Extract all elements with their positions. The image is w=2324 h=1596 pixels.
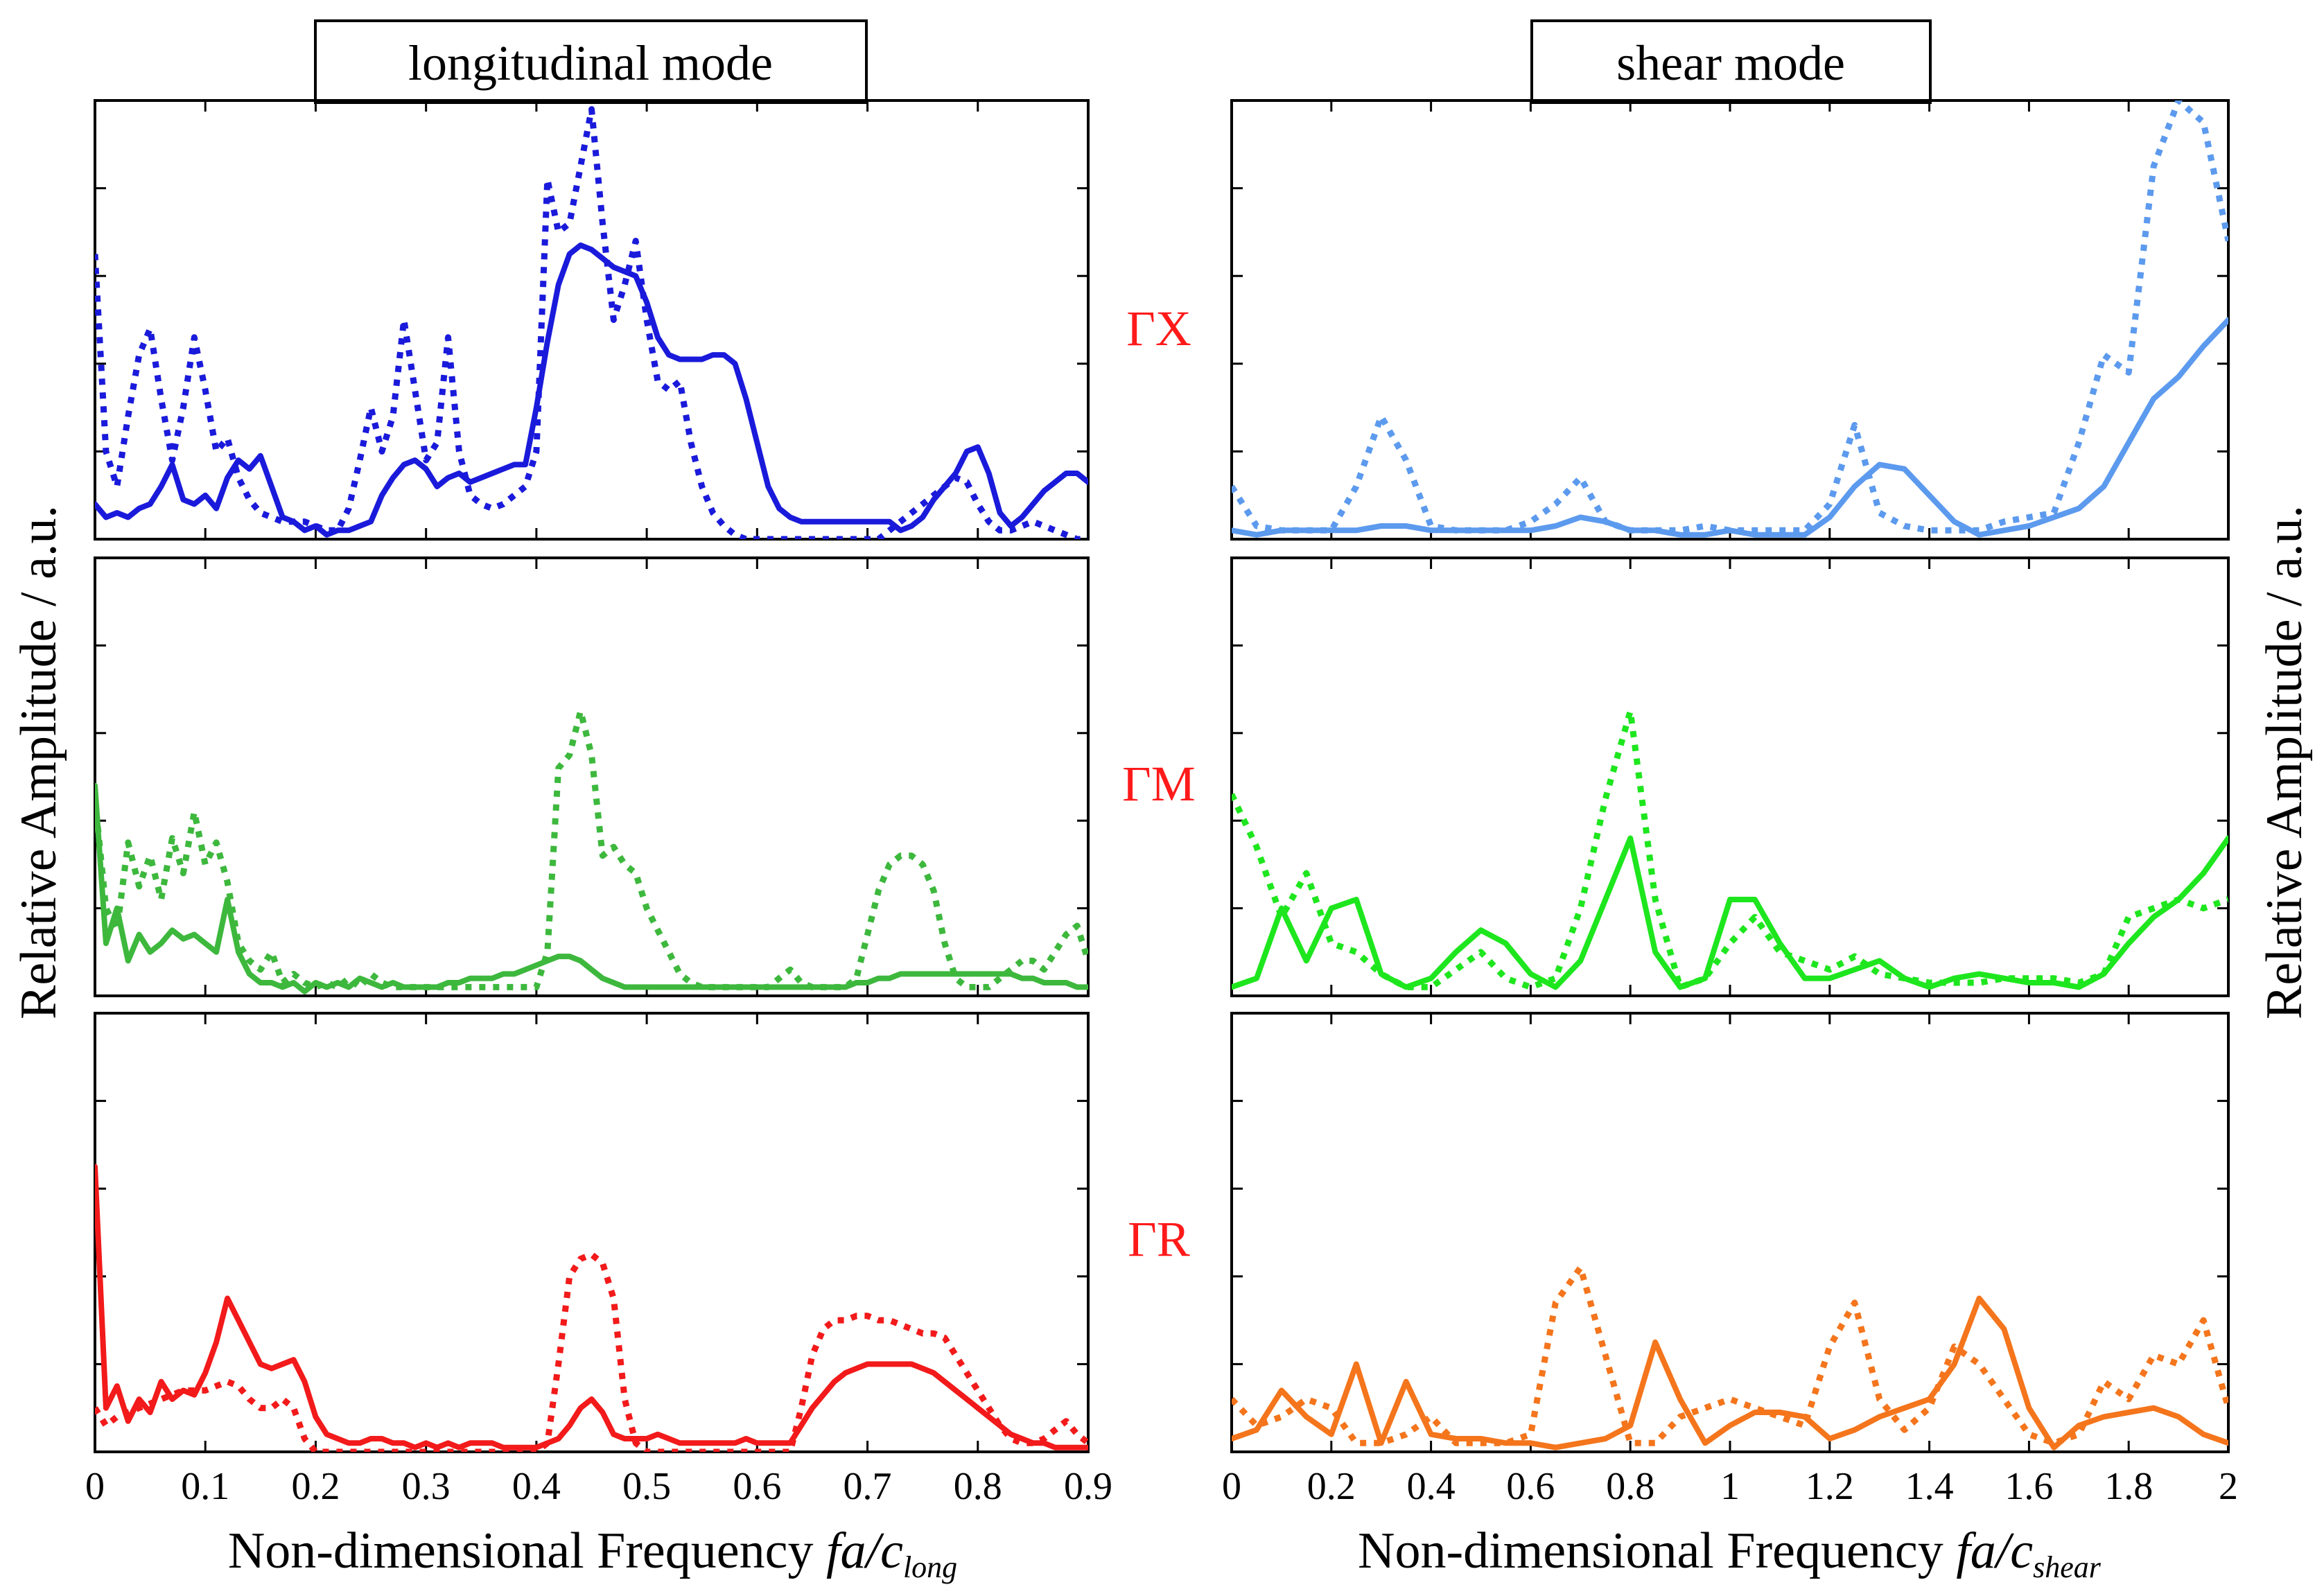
x-tick-label: 0.7 <box>844 1465 892 1508</box>
panel-shear-gm <box>1230 556 2230 997</box>
panel-shear-gr: 0 0.2 0.4 0.6 0.8 1 1.2 1.4 1.6 1.8 2 <box>1222 1012 2238 1508</box>
x-tick-label: 0.4 <box>512 1465 561 1508</box>
x-axis-label-long-sub: long <box>903 1550 957 1584</box>
mode-title-box-left <box>314 19 868 104</box>
mode-title-right: shear mode <box>1530 19 1932 104</box>
y-axis-label-left: Relative Amplitude / a.u. <box>10 505 67 1019</box>
x-tick-label: 0.1 <box>181 1465 229 1508</box>
panel-longitudinal-gm <box>94 556 1090 997</box>
x-tick-label: 0 <box>85 1465 105 1508</box>
x-axis-label-shear-sub: shear <box>2033 1550 2102 1584</box>
series-line-dotted <box>95 708 1088 990</box>
direction-label-gm: ΓM <box>1122 756 1196 812</box>
panel-longitudinal-gx <box>94 99 1090 541</box>
series-line-dotted <box>1232 708 2228 990</box>
series-line-solid <box>95 782 1088 994</box>
panel-frame <box>94 556 1090 997</box>
x-tick-label: 1.6 <box>2004 1465 2053 1508</box>
panels: 0 0.1 0.2 0.3 0.4 0.5 0.6 0.7 0.8 0.9 0 0.2 0.4 0.6 0.… <box>85 99 2238 1508</box>
x-tick-label: 0.8 <box>954 1465 1002 1508</box>
x-tick-label: 2 <box>2219 1465 2238 1508</box>
x-tick-label: 0.4 <box>1407 1465 1456 1508</box>
x-tick-label: 0.8 <box>1606 1465 1654 1508</box>
series-line-solid <box>1232 317 2228 538</box>
series-line-solid <box>1232 835 2228 990</box>
panel-frame <box>1230 556 2230 997</box>
x-tick-label: 0.9 <box>1064 1465 1112 1508</box>
panel-frame <box>94 99 1090 541</box>
series-line-solid <box>1232 1295 2228 1450</box>
direction-label-gr: ΓR <box>1128 1211 1190 1267</box>
x-axis-label-shear-main: Non-dimensional Frequency <box>1358 1523 1956 1579</box>
x-tick-label: 0 <box>1222 1465 1241 1508</box>
x-tick-label: 1.8 <box>2104 1465 2153 1508</box>
x-axis-label-long-main: Non-dimensional Frequency <box>228 1523 826 1579</box>
panel-shear-gx <box>1230 99 2230 541</box>
x-tick-label: 1.2 <box>1806 1465 1854 1508</box>
mode-title-box-right <box>1530 19 1932 104</box>
x-tick-label: 1 <box>1720 1465 1740 1508</box>
direction-label-gx: ΓX <box>1126 301 1191 356</box>
series-line-dotted <box>95 106 1088 539</box>
x-axis-label-shear: Non-dimensional Frequency fa/cshear <box>1358 1523 2102 1584</box>
mode-title-shear: shear mode <box>1616 35 1845 91</box>
x-tick-label: 1.4 <box>1905 1465 1954 1508</box>
x-tick-label: 0.5 <box>622 1465 671 1508</box>
x-tick-label: 0.3 <box>402 1465 451 1508</box>
mode-title-longitudinal: longitudinal mode <box>408 35 773 91</box>
x-axis-label-long-italic: fa/c <box>826 1523 903 1579</box>
panel-longitudinal-gr: 0 0.1 0.2 0.3 0.4 0.5 0.6 0.7 0.8 0.9 <box>85 1012 1112 1508</box>
panel-frame <box>94 1012 1090 1453</box>
y-axis-label-right: Relative Amplitude / a.u. <box>2256 505 2313 1019</box>
x-tick-label: 0.2 <box>1307 1465 1356 1508</box>
series-line-dotted <box>1232 1264 2228 1446</box>
panel-frame <box>1230 99 2230 541</box>
panel-frame <box>1230 1012 2230 1453</box>
mode-title-left: longitudinal mode <box>314 19 868 104</box>
x-tick-label: 0.6 <box>733 1465 781 1508</box>
x-axis-label-shear-italic: fa/c <box>1956 1523 2033 1579</box>
series-line-solid <box>95 242 1088 538</box>
x-axis-label-longitudinal: Non-dimensional Frequency fa/clong <box>228 1523 957 1584</box>
x-tick-label: 0.6 <box>1506 1465 1555 1508</box>
series-line-solid <box>95 1164 1088 1450</box>
series-line-dotted <box>95 1251 1088 1452</box>
x-tick-label: 0.2 <box>291 1465 340 1508</box>
series-line-dotted <box>1232 100 2228 534</box>
